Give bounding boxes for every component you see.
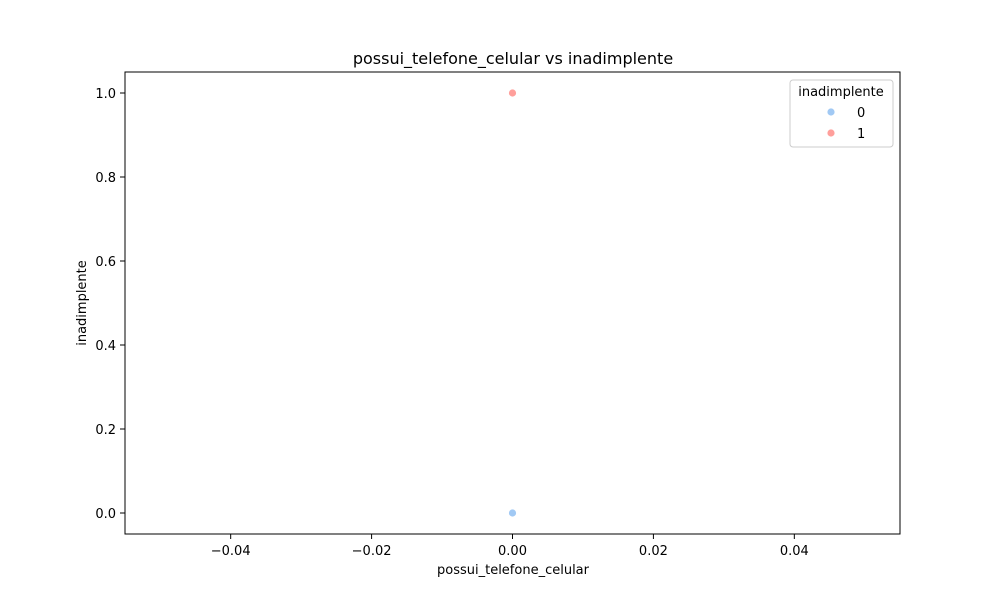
data-point: [508, 88, 517, 98]
x-tick-label: −0.02: [352, 544, 392, 559]
x-tick-label: 0.02: [639, 544, 668, 559]
legend-entries: 01: [826, 106, 865, 142]
data-points: [508, 88, 517, 518]
x-tick-label: −0.04: [211, 544, 251, 559]
plot-frame: [124, 71, 901, 535]
y-tick-label: 0.6: [95, 255, 116, 270]
y-tick-label: 1.0: [95, 87, 116, 102]
legend: inadimplente 01: [789, 79, 894, 148]
y-axis-label: inadimplente: [75, 260, 90, 346]
y-tick-label: 0.2: [95, 423, 116, 438]
x-axis-ticks: −0.04 −0.02 0.00 0.02 0.04: [211, 534, 809, 559]
y-tick-label: 0.8: [95, 171, 116, 186]
legend-marker: [826, 128, 836, 138]
legend-label: 0: [857, 106, 865, 121]
y-tick-label: 0.4: [95, 339, 116, 354]
legend-box: [789, 79, 894, 148]
legend-label: 1: [857, 127, 865, 142]
x-tick-label: 0.04: [780, 544, 809, 559]
y-tick-label: 0.0: [95, 507, 116, 522]
legend-title: inadimplente: [798, 85, 884, 100]
x-axis-label: possui_telefone_celular: [437, 563, 590, 578]
legend-marker: [826, 107, 836, 117]
y-axis-ticks: 0.0 0.2 0.4 0.6 0.8 1.0: [95, 87, 125, 522]
data-point: [508, 508, 517, 518]
chart-title: possui_telefone_celular vs inadimplente: [353, 49, 673, 69]
x-tick-label: 0.00: [498, 544, 527, 559]
